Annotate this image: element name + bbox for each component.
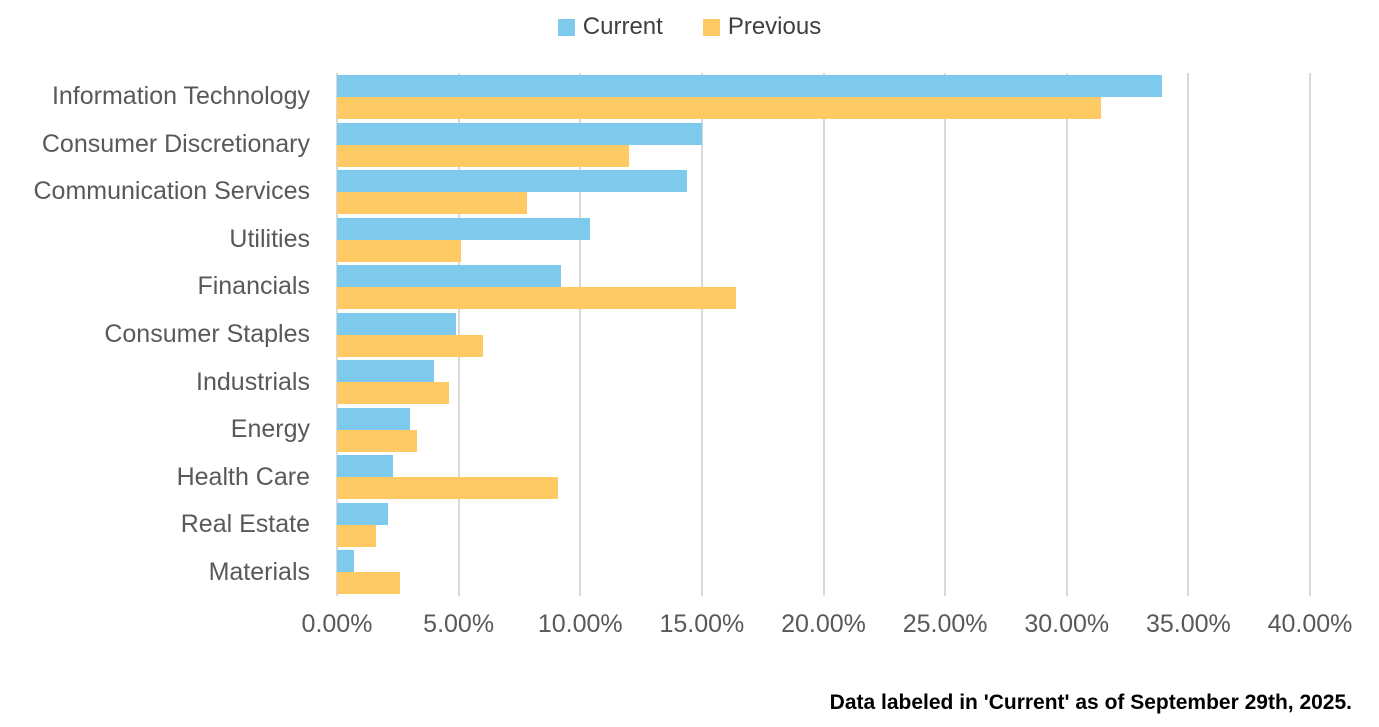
x-tick-label: 40.00% — [1267, 610, 1353, 638]
legend-swatch-current-icon — [557, 18, 575, 36]
category-axis: Information Technology Consumer Discretio… — [0, 73, 311, 596]
legend: Current Previous — [0, 13, 1379, 41]
bar-previous-communication-services — [337, 192, 527, 215]
category-label: Energy — [230, 415, 310, 444]
gridline — [1309, 73, 1311, 596]
bar-current-energy — [337, 407, 410, 430]
bar-previous-real-estate — [337, 524, 376, 547]
legend-item-current: Current — [557, 13, 663, 41]
legend-label-current: Current — [582, 13, 663, 40]
bar-previous-energy — [337, 429, 418, 452]
x-tick-label: 35.00% — [1145, 610, 1231, 638]
legend-label-previous: Previous — [727, 13, 822, 40]
x-tick-label: 0.00% — [301, 610, 373, 638]
bar-current-health-care — [337, 455, 393, 478]
legend-item-previous: Previous — [702, 13, 822, 41]
category-label: Consumer Discretionary — [41, 129, 310, 158]
bar-previous-information-technology — [337, 97, 1101, 119]
category-label: Information Technology — [51, 82, 310, 111]
gridline — [457, 73, 460, 596]
bar-previous-consumer-staples — [337, 334, 483, 357]
bar-current-information-technology — [337, 75, 1162, 97]
x-tick-label: 30.00% — [1024, 610, 1110, 638]
bar-previous-financials — [337, 287, 736, 310]
bar-previous-materials — [337, 572, 401, 595]
category-label: Utilities — [229, 224, 310, 253]
gridline — [944, 73, 947, 596]
category-label: Real Estate — [180, 510, 310, 539]
x-tick-label: 15.00% — [659, 610, 745, 638]
bar-current-consumer-discretionary — [337, 122, 702, 145]
x-tick-label: 25.00% — [902, 610, 988, 638]
category-label: Communication Services — [33, 177, 311, 206]
category-label: Materials — [208, 557, 310, 586]
bar-previous-utilities — [337, 239, 462, 262]
gridline — [1187, 73, 1190, 596]
bar-previous-industrials — [337, 382, 449, 405]
bar-current-communication-services — [337, 170, 688, 193]
bar-current-industrials — [337, 360, 435, 383]
category-label: Industrials — [196, 367, 310, 396]
gridline — [822, 73, 825, 596]
bar-current-financials — [337, 265, 561, 288]
gridline — [579, 73, 582, 596]
bar-previous-health-care — [337, 477, 559, 500]
category-label: Consumer Staples — [104, 319, 310, 348]
x-tick-label: 10.00% — [537, 610, 623, 638]
plot-area — [336, 73, 1311, 596]
legend-swatch-previous-icon — [702, 18, 720, 36]
category-label: Financials — [197, 272, 310, 301]
value-axis: 0.00% 5.00% 10.00% 15.00% 20.00% 25.00% 30.00%… — [302, 610, 1353, 642]
bar-current-utilities — [337, 217, 590, 240]
bar-current-consumer-staples — [337, 312, 457, 335]
bar-current-materials — [337, 550, 355, 573]
category-label: Health Care — [176, 462, 310, 491]
bar-current-real-estate — [337, 502, 389, 525]
gridline — [1065, 73, 1068, 596]
footnote: Data labeled in 'Current' as of Septembe… — [829, 691, 1352, 714]
bar-previous-consumer-discretionary — [337, 144, 629, 167]
gridline — [700, 73, 703, 596]
x-tick-label: 20.00% — [781, 610, 866, 638]
x-tick-label: 5.00% — [423, 610, 495, 638]
